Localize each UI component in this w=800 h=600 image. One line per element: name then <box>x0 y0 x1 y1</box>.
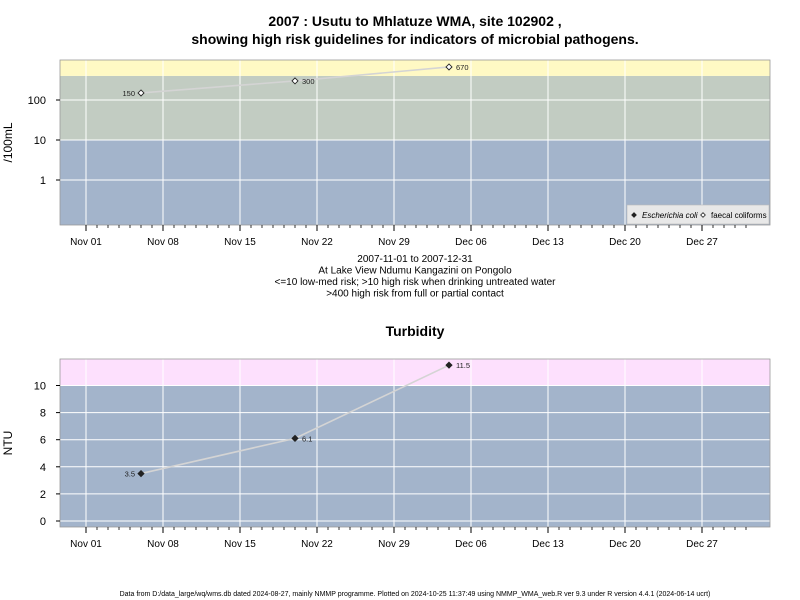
y-tick-label: 0 <box>40 516 46 528</box>
chart-panel-1: 2007 : Usutu to Mhlatuze WMA, site 10290… <box>1 13 771 300</box>
data-label: 150 <box>122 89 135 98</box>
risk-band <box>60 60 770 76</box>
x-tick-label: Nov 01 <box>70 237 102 248</box>
x-tick-label: Dec 27 <box>686 539 718 550</box>
footer-note: Data from D:/data_large/wq/wms.db dated … <box>120 591 711 598</box>
data-label: 6.1 <box>302 434 312 443</box>
y-tick-label: 6 <box>40 435 46 447</box>
chart-title: Turbidity <box>386 323 445 339</box>
y-axis-label: /100mL <box>1 122 15 162</box>
x-tick-label: Dec 06 <box>455 539 487 550</box>
data-point <box>445 63 453 71</box>
y-tick-label: 4 <box>40 462 46 474</box>
chart-title: 2007 : Usutu to Mhlatuze WMA, site 10290… <box>268 13 561 29</box>
x-tick-label: Dec 20 <box>609 237 641 248</box>
x-tick-label: Dec 20 <box>609 539 641 550</box>
legend-label: Escherichia coli <box>642 211 698 220</box>
y-tick-label: 10 <box>34 381 46 393</box>
legend-label: faecal coliforms <box>711 211 767 220</box>
data-label: 300 <box>302 77 315 86</box>
caption-line: >400 high risk from full or partial cont… <box>326 289 504 300</box>
x-tick-label: Nov 29 <box>378 539 410 550</box>
data-label: 670 <box>456 63 469 72</box>
data-point <box>137 89 145 97</box>
x-tick-label: Dec 13 <box>532 237 564 248</box>
x-tick-label: Nov 22 <box>301 237 333 248</box>
x-tick-label: Nov 08 <box>147 237 179 248</box>
data-point <box>291 434 299 442</box>
data-point <box>137 469 145 478</box>
data-label: 11.5 <box>456 361 470 370</box>
caption-line: At Lake View Ndumu Kangazini on Pongolo <box>318 266 512 277</box>
x-tick-label: Dec 27 <box>686 237 718 248</box>
chart-panel-2: Turbidity 0 2 4 6 8 10 NTU Nov 01 Nov 08 Nov 15 Nov… <box>1 323 771 550</box>
x-tick-label: Dec 06 <box>455 237 487 248</box>
data-point <box>445 361 453 369</box>
data-point <box>291 77 299 85</box>
legend-box <box>626 204 770 225</box>
x-tick-label: Nov 15 <box>224 539 256 550</box>
y-tick-label: 1 <box>40 175 46 187</box>
y-tick-label: 2 <box>40 489 46 501</box>
x-tick-label: Nov 15 <box>224 237 256 248</box>
x-tick-label: Nov 29 <box>378 237 410 248</box>
risk-band <box>60 385 770 527</box>
x-tick-label: Nov 22 <box>301 539 333 550</box>
x-tick-label: Dec 13 <box>532 539 564 550</box>
y-tick-label: 8 <box>40 408 46 420</box>
legend: Escherichia coli faecal coliforms <box>626 204 770 225</box>
risk-band <box>60 75 770 140</box>
data-label: 3.5 <box>125 470 135 479</box>
y-tick-label: 100 <box>28 95 46 107</box>
legend-marker <box>700 212 706 218</box>
plot-border <box>59 59 771 226</box>
chart-title: showing high risk guidelines for indicat… <box>191 31 638 47</box>
caption-line: <=10 low-med risk; >10 high risk when dr… <box>275 277 557 288</box>
y-tick-label: 10 <box>34 135 46 147</box>
y-axis-label: NTU <box>1 431 15 456</box>
caption-line: 2007-11-01 to 2007-12-31 <box>357 254 473 265</box>
legend-marker <box>631 212 637 218</box>
plot-border <box>59 358 771 528</box>
x-tick-label: Nov 01 <box>70 539 102 550</box>
x-tick-label: Nov 08 <box>147 539 179 550</box>
